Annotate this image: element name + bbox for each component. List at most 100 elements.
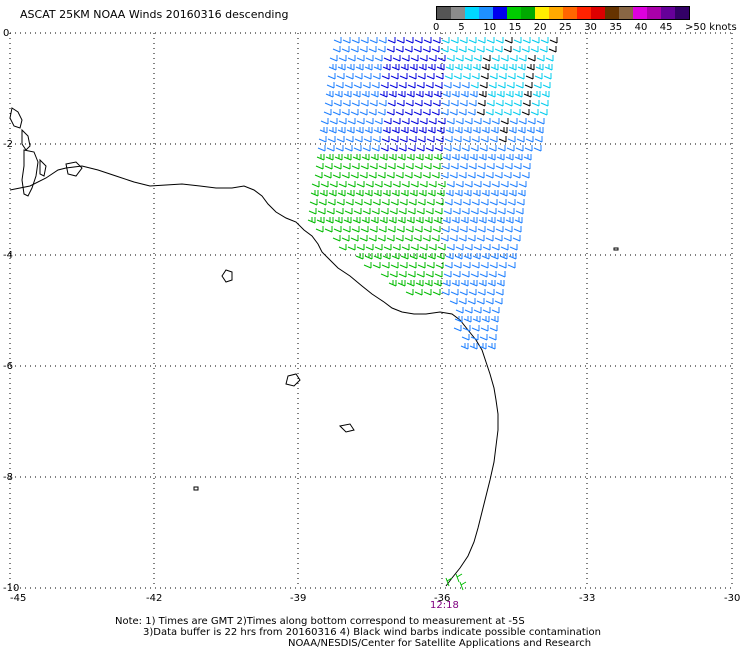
wind-barb	[424, 280, 433, 287]
wind-barb	[446, 55, 455, 62]
coastline-island	[285, 373, 301, 387]
wind-barb	[532, 91, 541, 98]
wind-barb	[442, 217, 451, 224]
wind-barb	[371, 82, 380, 89]
wind-barb	[523, 91, 532, 98]
wind-barb	[342, 37, 351, 44]
wind-barb	[417, 73, 426, 80]
wind-barb	[373, 190, 382, 197]
wind-barb	[392, 118, 401, 125]
wind-barb	[377, 109, 386, 116]
wind-barb	[455, 244, 464, 251]
wind-barb	[350, 235, 359, 242]
wind-barb	[533, 82, 542, 89]
wind-barb	[318, 136, 327, 143]
wind-barb	[491, 181, 500, 188]
wind-barb	[462, 73, 471, 80]
wind-barb	[364, 253, 373, 260]
wind-barb	[539, 109, 548, 116]
wind-barb	[549, 37, 558, 44]
wind-barb	[370, 91, 379, 98]
wind-barb	[476, 109, 485, 116]
wind-barb	[477, 289, 486, 296]
wind-barb	[423, 289, 432, 296]
wind-barb	[479, 208, 488, 215]
wind-barb	[399, 73, 408, 80]
wind-barb	[481, 190, 490, 197]
wind-barb	[509, 55, 518, 62]
wind-barb	[503, 235, 512, 242]
wind-barb	[450, 37, 459, 44]
wind-barb	[426, 136, 435, 143]
wind-barb	[409, 127, 418, 134]
wind-barb	[490, 316, 499, 323]
wind-barb	[387, 37, 396, 44]
wind-barb	[352, 217, 361, 224]
wind-barb	[473, 55, 482, 62]
wind-barb	[426, 262, 435, 269]
wind-barb	[472, 316, 481, 323]
wind-barb	[426, 73, 435, 80]
wind-barb	[380, 82, 389, 89]
wind-barb	[526, 64, 535, 71]
wind-barb	[395, 172, 404, 179]
wind-barb	[495, 100, 504, 107]
wind-barb	[476, 235, 485, 242]
wind-barb	[478, 280, 487, 287]
coastline-island	[39, 158, 47, 177]
wind-barb	[507, 73, 516, 80]
wind-barb	[504, 37, 513, 44]
wind-barb	[512, 172, 521, 179]
wind-barb	[392, 244, 401, 251]
wind-barb	[487, 154, 496, 161]
wind-barb	[338, 55, 347, 62]
wind-barb	[491, 244, 500, 251]
wind-barb	[458, 109, 467, 116]
wind-barb	[380, 271, 389, 278]
wind-barb	[498, 199, 507, 206]
wind-barb	[498, 136, 507, 143]
legend-swatch	[535, 7, 549, 19]
wind-barb	[323, 172, 332, 179]
wind-barb	[369, 37, 378, 44]
wind-barb	[515, 208, 524, 215]
wind-barb	[335, 208, 344, 215]
wind-barb	[360, 37, 369, 44]
wind-barb	[399, 262, 408, 269]
wind-barb	[315, 163, 324, 170]
wind-barb	[460, 91, 469, 98]
wind-barb	[353, 208, 362, 215]
wind-barb	[496, 91, 505, 98]
wind-barb	[449, 109, 458, 116]
wind-barb	[454, 190, 463, 197]
axis-ticks: -45 -42 -39 -36 -33 -30 0 -2 -4 -6 -8 -10	[3, 28, 740, 604]
wind-barb	[409, 64, 418, 71]
wind-barb	[344, 208, 353, 215]
legend-swatch	[451, 7, 465, 19]
wind-barb	[379, 217, 388, 224]
wind-barb	[413, 46, 422, 53]
wind-barb	[431, 109, 440, 116]
wind-barb	[432, 100, 441, 107]
wind-barb	[362, 82, 371, 89]
wind-barb	[388, 91, 397, 98]
wind-barb	[476, 172, 485, 179]
wind-barb	[453, 73, 462, 80]
wind-barb	[408, 136, 417, 143]
wind-barb	[383, 55, 392, 62]
wind-barb	[463, 64, 472, 71]
coastline-island	[9, 107, 23, 129]
wind-barb	[454, 253, 463, 260]
wind-barb	[406, 280, 415, 287]
wind-barb	[477, 163, 486, 170]
wind-barb	[453, 199, 462, 206]
wind-barb	[378, 226, 387, 233]
wind-barb	[454, 127, 463, 134]
wind-barb	[500, 181, 509, 188]
wind-barb	[327, 136, 336, 143]
coastline-island	[338, 423, 355, 433]
legend-swatch	[507, 7, 521, 19]
wind-barb	[504, 226, 513, 233]
wind-barb	[459, 581, 467, 591]
wind-barb	[377, 46, 386, 53]
